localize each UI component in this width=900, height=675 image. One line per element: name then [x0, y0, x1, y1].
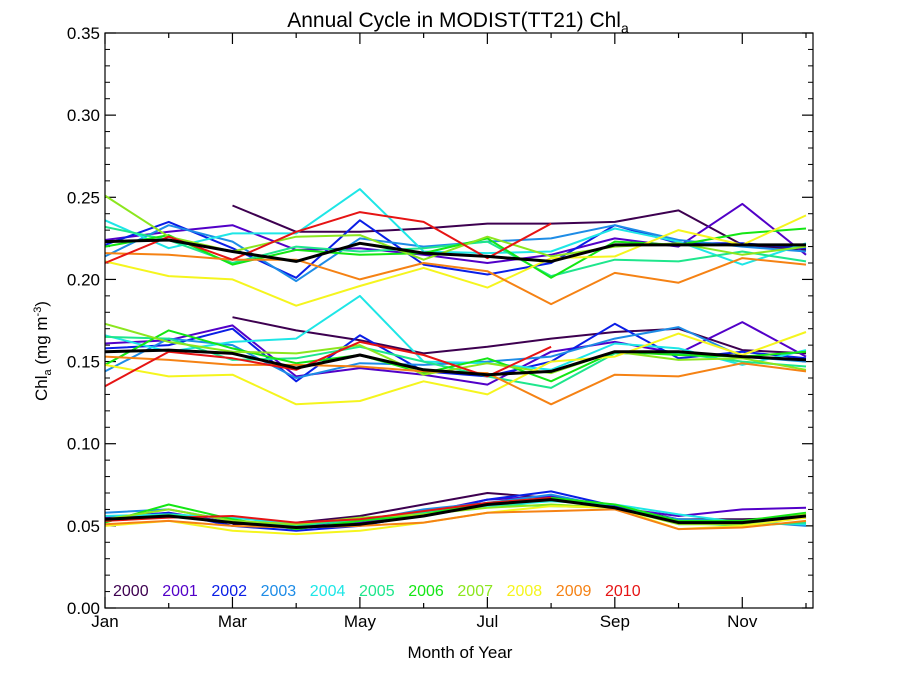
- legend-entry-2004: 2004: [310, 583, 346, 600]
- legend-entry-2008: 2008: [507, 583, 543, 600]
- series-line-2000-middle: [232, 316, 807, 355]
- y-axis-title-sub: a: [42, 368, 54, 375]
- chart-title-text: Annual Cycle in MODIST(TT21) Chl: [287, 9, 621, 32]
- series-line-2001-middle: [104, 321, 807, 386]
- x-axis-title: Month of Year: [408, 643, 513, 662]
- series-line-2001-upper: [104, 202, 807, 264]
- x-tick-label: Jan: [91, 612, 118, 631]
- x-tick-label: Nov: [727, 612, 758, 631]
- series-line-2008-middle: [104, 331, 807, 406]
- y-axis-title-main: Chl: [32, 375, 51, 401]
- y-tick-label: 0.05: [67, 517, 100, 536]
- mean-line-upper: [104, 238, 806, 263]
- x-tick-label: May: [344, 612, 377, 631]
- series-line-2007-middle: [104, 322, 807, 376]
- y-tick-label: 0.35: [67, 24, 100, 43]
- y-tick-label: 0.00: [67, 599, 100, 618]
- x-tick-label: Jul: [476, 612, 498, 631]
- x-tick-label: Mar: [218, 612, 248, 631]
- series-line-2002-middle: [104, 322, 807, 383]
- y-tick-label: 0.30: [67, 106, 100, 125]
- y-tick-label: 0.10: [67, 435, 100, 454]
- series-line-2000-upper: [232, 204, 807, 251]
- legend-entry-2001: 2001: [162, 583, 198, 600]
- y-axis-title: Chla (mg m-3): [32, 301, 54, 401]
- y-axis-title-unit: (mg m: [32, 316, 51, 369]
- x-tick-label: Sep: [600, 612, 630, 631]
- series-line-2009-lower: [104, 508, 807, 531]
- y-tick-label: 0.20: [67, 270, 100, 289]
- chart-title-subscript: a: [621, 20, 629, 36]
- legend-entry-2010: 2010: [605, 583, 641, 600]
- y-axis-title-unit-close: ): [32, 301, 51, 307]
- legend-entry-2009: 2009: [556, 583, 592, 600]
- legend-entry-2002: 2002: [211, 583, 247, 600]
- legend-entry-2000: 2000: [113, 583, 149, 600]
- series-line-2009-upper: [104, 252, 807, 306]
- y-tick-label: 0.15: [67, 353, 100, 372]
- legend-entry-2005: 2005: [359, 583, 395, 600]
- legend-entry-2007: 2007: [457, 583, 493, 600]
- mean-line-lower: [104, 498, 807, 529]
- plot-frame: [104, 32, 814, 609]
- legend-entry-2006: 2006: [408, 583, 444, 600]
- series-line-2008-upper: [104, 214, 807, 307]
- legend-entry-2003: 2003: [261, 583, 297, 600]
- y-tick-label: 0.25: [67, 188, 100, 207]
- mean-line-middle: [104, 348, 807, 377]
- y-axis-title-unit-sup: -3: [32, 307, 44, 317]
- chart-title: Annual Cycle in MODIST(TT21) Chla: [287, 9, 629, 36]
